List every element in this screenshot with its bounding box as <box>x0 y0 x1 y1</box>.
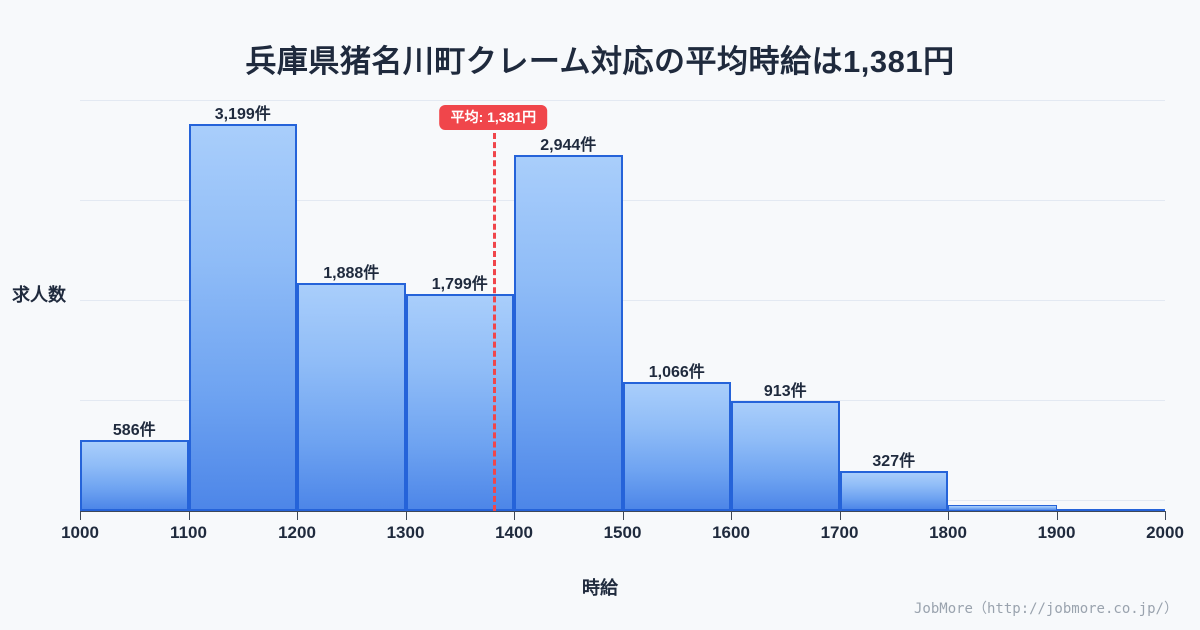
gridline <box>80 200 1165 201</box>
x-tick-mark <box>80 511 81 520</box>
x-tick-mark <box>948 511 949 520</box>
histogram-bar[interactable] <box>297 282 406 511</box>
bar-value-label: 913件 <box>763 382 807 400</box>
x-axis-title: 時給 <box>582 578 618 598</box>
x-tick-mark <box>1165 511 1166 520</box>
bar-value-label: 3,199件 <box>214 106 271 124</box>
x-tick-label: 1800 <box>929 523 967 542</box>
gridline <box>80 300 1165 301</box>
x-tick-label: 2000 <box>1146 523 1184 542</box>
average-badge: 平均: 1,381円 <box>439 105 548 130</box>
x-tick-mark <box>839 511 841 520</box>
x-tick-label: 1300 <box>386 523 425 542</box>
x-tick-label: 1000 <box>61 523 99 542</box>
watermark-credit: JobMore（http://jobmore.co.jp/） <box>913 601 1178 617</box>
x-tick-mark <box>405 511 407 520</box>
x-tick-mark <box>622 511 624 520</box>
histogram-bar[interactable] <box>948 505 1057 511</box>
x-tick-mark <box>514 511 515 520</box>
bar-value-label: 327件 <box>872 453 916 471</box>
y-axis-title: 求人数 <box>12 285 66 305</box>
average-line <box>493 133 497 511</box>
x-tick-label: 1600 <box>712 523 750 542</box>
gridline <box>80 100 1165 101</box>
histogram-bar[interactable] <box>839 471 948 511</box>
bar-value-label: 1,888件 <box>323 264 380 282</box>
bar-value-label: 1,066件 <box>648 364 705 382</box>
bar-value-label: 2,944件 <box>540 137 597 155</box>
x-tick-mark <box>731 511 732 520</box>
bar-value-label: 586件 <box>112 422 156 440</box>
histogram-bar[interactable] <box>1056 509 1165 511</box>
x-tick-label: 1400 <box>495 523 533 542</box>
histogram-bar[interactable] <box>188 124 297 511</box>
histogram-bar[interactable] <box>514 155 623 511</box>
x-tick-mark <box>297 511 298 520</box>
plot-area: 586件 3,199件 1,888件 1,799件 2,944件 1,066件 913件 32… <box>80 100 1165 511</box>
x-tick-label: 1900 <box>1037 523 1076 542</box>
x-tick-label: 1200 <box>278 523 316 542</box>
x-tick-mark <box>188 511 190 520</box>
histogram-bar[interactable] <box>622 382 731 511</box>
x-tick-label: 1500 <box>603 523 642 542</box>
bar-value-label: 1,799件 <box>431 275 488 293</box>
chart-title: 兵庫県猪名川町クレーム対応の平均時給は1,381円 <box>245 44 955 79</box>
x-tick-label: 1100 <box>170 523 207 542</box>
histogram-bar[interactable] <box>80 440 189 511</box>
histogram-bar[interactable] <box>731 400 840 511</box>
x-tick-mark <box>1056 511 1058 520</box>
x-tick-label: 1700 <box>820 523 859 542</box>
histogram-bar[interactable] <box>405 293 514 511</box>
